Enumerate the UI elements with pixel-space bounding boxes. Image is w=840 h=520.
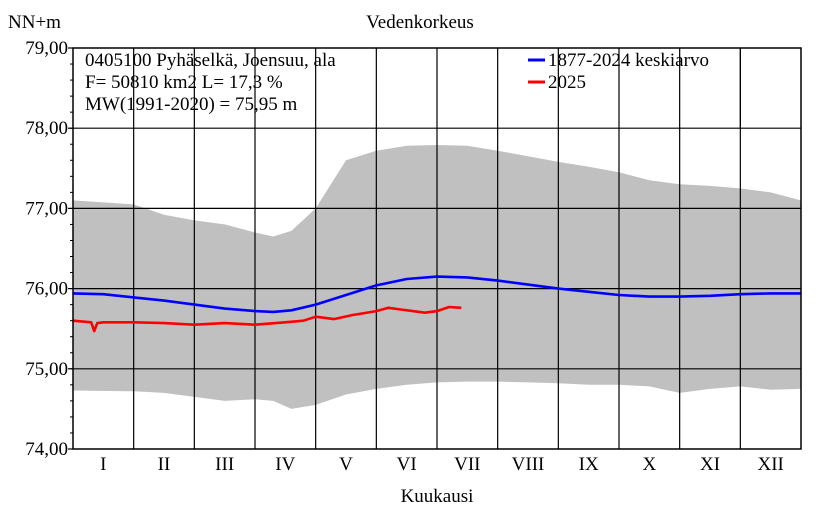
month-label-4: IV — [275, 454, 295, 475]
month-label-6: VI — [397, 454, 417, 475]
y-tick-label-2: 76,00 — [25, 279, 68, 300]
legend-label-0: 1877-2024 keskiarvo — [548, 50, 709, 71]
legend-label-1: 2025 — [548, 72, 586, 93]
y-tick-label-3: 77,00 — [25, 198, 68, 219]
month-label-9: IX — [579, 454, 599, 475]
plot-frame — [72, 47, 802, 450]
y-axis-label: NN+m — [8, 12, 61, 33]
month-label-5: V — [339, 454, 353, 475]
y-tick-label-5: 79,00 — [25, 38, 68, 59]
series-line-0 — [72, 275, 801, 314]
month-label-2: II — [158, 454, 171, 475]
info-line-1: 0405100 Pyhäselkä, Joensuu, ala — [85, 50, 336, 71]
month-label-3: III — [215, 454, 234, 475]
month-label-10: X — [642, 454, 656, 475]
series-line-1 — [72, 305, 462, 333]
y-tick-label-4: 78,00 — [25, 118, 68, 139]
month-label-1: I — [100, 454, 106, 475]
month-label-8: VIII — [512, 454, 545, 475]
month-label-7: VII — [454, 454, 480, 475]
info-line-3: MW(1991-2020) = 75,95 m — [85, 94, 298, 115]
y-tick-label-0: 74,00 — [25, 439, 68, 460]
month-label-12: XII — [757, 454, 783, 475]
month-label-11: XI — [700, 454, 720, 475]
chart-title: Vedenkorkeus — [366, 12, 474, 33]
y-tick-label-1: 75,00 — [25, 359, 68, 380]
x-axis-label: Kuukausi — [401, 486, 474, 507]
info-line-2: F= 50810 km2 L= 17,3 % — [85, 72, 283, 93]
